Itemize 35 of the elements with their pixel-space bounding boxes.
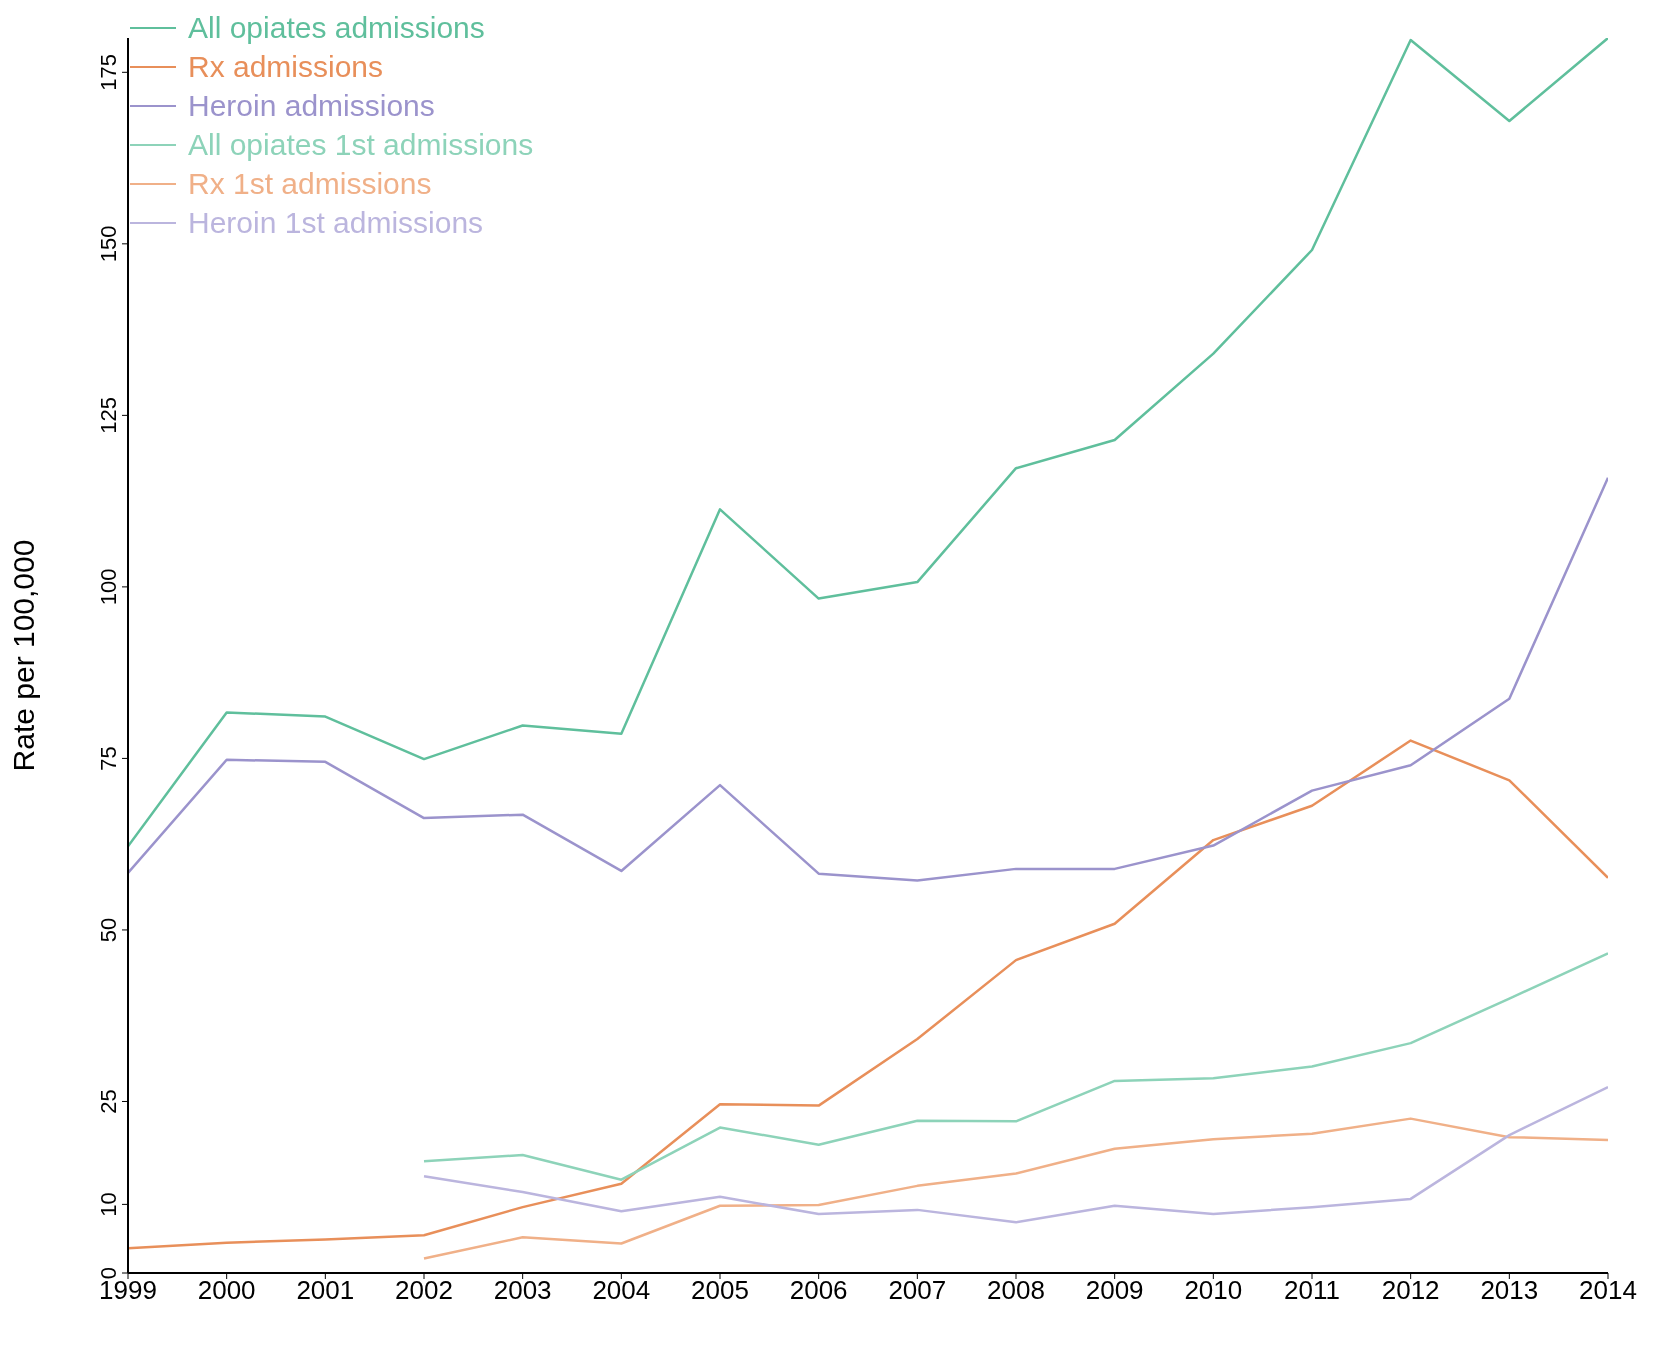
y-tick-label: 10 — [96, 1192, 121, 1217]
line-series — [422, 1085, 1608, 1224]
x-tick-label: 2010 — [1184, 1275, 1243, 1306]
x-tick-label: 2002 — [395, 1275, 453, 1306]
y-axis-title: Rate per 100,000 — [6, 539, 40, 772]
x-tick-label: 2014 — [1579, 1275, 1637, 1306]
y-tick-label: 50 — [96, 917, 121, 943]
legend-label: All opiates 1st admissions — [188, 127, 534, 162]
legend-label: All opiates admissions — [188, 10, 485, 45]
x-tick-label: 2005 — [691, 1275, 749, 1306]
x-tick-label: 2012 — [1381, 1275, 1440, 1306]
line-series — [128, 476, 1608, 882]
x-tick-label: 2007 — [888, 1275, 947, 1306]
legend-label: Rx 1st admissions — [188, 166, 432, 201]
y-tick-label: 100 — [96, 568, 121, 606]
y-tick-label: 75 — [96, 746, 121, 771]
line-series — [422, 952, 1608, 1181]
x-tick-label: 2006 — [789, 1275, 848, 1306]
legend-label: Rx admissions — [188, 49, 384, 84]
legend-label: Heroin admissions — [188, 88, 435, 123]
x-tick-label: 2013 — [1480, 1275, 1539, 1306]
x-tick-label: 2011 — [1284, 1275, 1340, 1306]
legend-label: Heroin 1st admissions — [188, 205, 484, 240]
y-tick-label: 125 — [96, 397, 121, 434]
x-tick-label: 2004 — [592, 1275, 651, 1306]
line-series — [422, 1117, 1608, 1260]
x-tick-label: 2008 — [987, 1275, 1045, 1306]
x-tick-label: 2009 — [1085, 1275, 1144, 1306]
y-tick-label: 175 — [96, 53, 121, 91]
y-tick-label: 150 — [96, 225, 121, 263]
y-tick-label: 25 — [96, 1089, 121, 1114]
x-tick-label: 2001 — [296, 1275, 355, 1306]
x-tick-label: 2000 — [197, 1275, 256, 1306]
line-series — [128, 739, 1608, 1250]
x-tick-label: 2003 — [493, 1275, 552, 1306]
